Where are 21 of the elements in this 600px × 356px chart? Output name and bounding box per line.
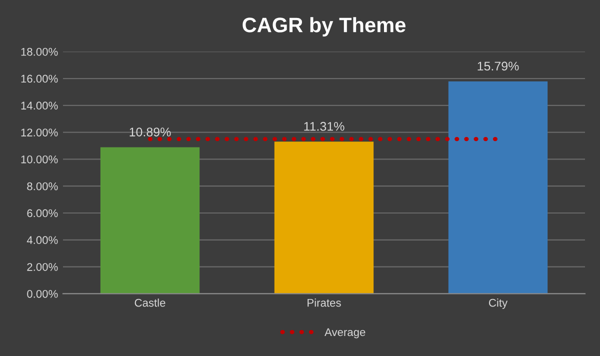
data-label: 15.79% (478, 62, 519, 71)
chart-title: CAGR by Theme (242, 17, 406, 36)
y-tick-label: 14.00% (21, 102, 58, 110)
data-label: 11.31% (304, 122, 344, 131)
x-tick-label: Pirates (308, 298, 341, 307)
bar (100, 147, 200, 294)
legend-label: Average (324, 328, 366, 338)
bar (448, 81, 548, 294)
y-tick-label: 16.00% (21, 74, 58, 83)
y-tick-label: 8.00% (27, 182, 58, 190)
y-tick-label: 2.00% (27, 263, 58, 271)
x-tick-label: Castle (134, 298, 166, 307)
y-tick-label: 18.00% (21, 48, 58, 56)
data-label: 10.89% (130, 128, 171, 136)
y-tick-label: 4.00% (26, 236, 58, 244)
x-tick-label: City (488, 298, 508, 309)
y-tick-label: 6.00% (27, 209, 58, 218)
y-tick-label: 12.00% (21, 128, 58, 136)
y-tick-label: 0.00% (27, 290, 58, 298)
y-tick-label: 10.00% (21, 155, 58, 164)
bar (274, 142, 374, 294)
